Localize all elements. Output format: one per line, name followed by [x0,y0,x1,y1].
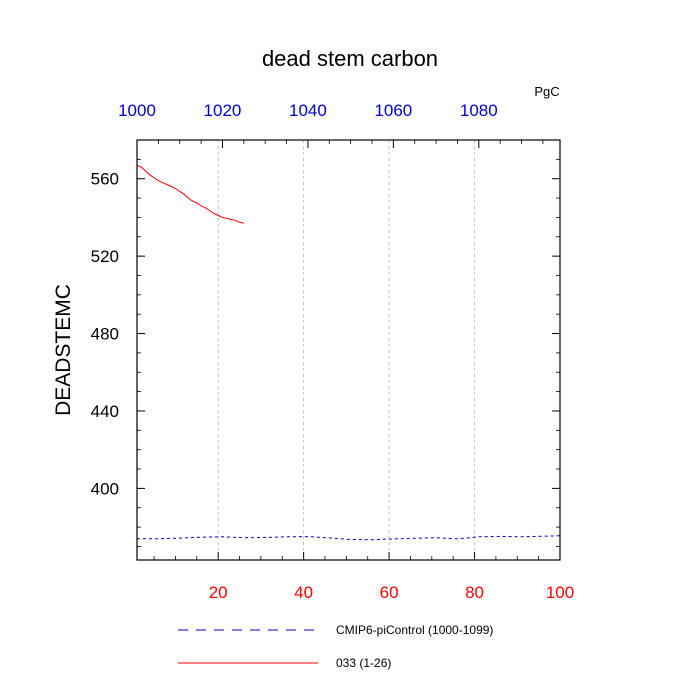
grid-lines [217,140,475,560]
top-tick-label: 1020 [204,101,242,120]
legend: CMIP6-piControl (1000-1099) 033 (1-26) [178,623,493,670]
x-tick-label: 80 [465,583,484,602]
legend-label-piControl: CMIP6-piControl (1000-1099) [336,623,493,637]
y-tick-label: 480 [91,325,119,344]
y-axis-label: DEADSTEMC [52,284,75,416]
bottom-x-axis: 20 40 60 80 100 [153,552,574,602]
y-tick-label: 400 [91,479,119,498]
series-line-033 [136,164,244,224]
top-tick-label: 1080 [460,101,498,120]
chart-title: dead stem carbon [262,46,438,71]
x-tick-label: 40 [294,583,313,602]
series-line-piControl [137,535,561,541]
x-tick-label: 20 [209,583,228,602]
x-tick-label: 60 [380,583,399,602]
y-tick-label: 440 [91,402,119,421]
top-tick-label: 1000 [118,101,156,120]
y-axis: 400 440 480 520 560 [91,158,560,547]
top-x-axis: 1000 1020 1040 1060 1080 [118,101,544,148]
y-tick-label: 560 [91,170,119,189]
x-tick-label: 100 [546,583,574,602]
plot-frame [136,139,561,561]
legend-label-033: 033 (1-26) [336,656,391,670]
units-label: PgC [534,84,559,99]
top-tick-label: 1040 [289,101,327,120]
y-tick-label: 520 [91,247,119,266]
series-layer [136,164,561,541]
top-tick-label: 1060 [374,101,412,120]
